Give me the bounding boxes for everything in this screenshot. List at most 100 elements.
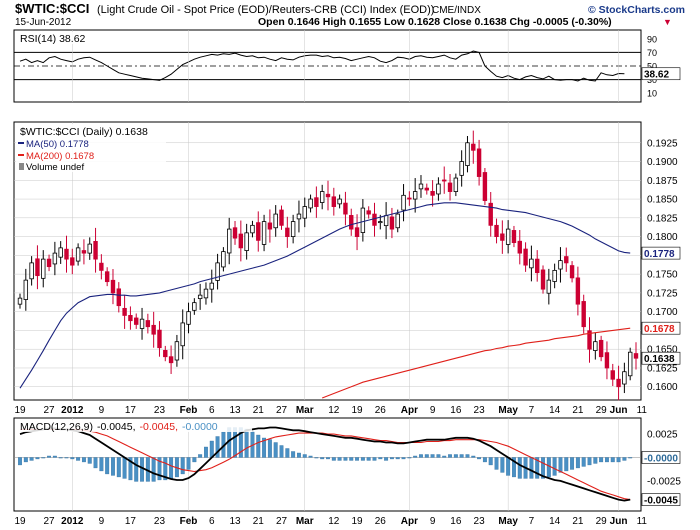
macd-hist-bar-49 [302, 454, 307, 458]
candle-body-55 [337, 198, 342, 205]
x-axis-layer: 19 27 2012 9 17 23 Feb 6 13 21 27 Mar 12 19 26 Apr 9 16 23… [14, 405, 647, 527]
x-tick-label-r1-11: Mar [296, 516, 314, 527]
candle-body-33 [209, 282, 214, 290]
rsi-series-line [19, 50, 625, 82]
price-tick-label-3: 0.1850 [647, 195, 678, 206]
x-tick-label-r1-20: 7 [529, 516, 535, 527]
x-tick-label-r0-7: 6 [209, 405, 215, 416]
x-tick-label-r1-14: 26 [375, 516, 387, 527]
macd-hist-bar-54 [331, 457, 336, 461]
candle-body-105 [627, 351, 633, 377]
ma50-legend-text: MA(50) 0.1778 [26, 139, 89, 150]
candle-body-98 [587, 330, 592, 350]
candle-body-67 [407, 197, 412, 200]
chart-description: (Light Crude Oil - Spot Price (EOD)/Reut… [97, 4, 434, 16]
macd-hist-bar-12 [87, 457, 92, 464]
x-tick-label-r1-5: 23 [154, 516, 166, 527]
ohlc-readout: Open 0.1646 High 0.1655 Low 0.1628 Close… [258, 16, 612, 28]
macd-tick-label-0: 0.0025 [647, 430, 678, 441]
x-tick-label-r1-4: 17 [125, 516, 137, 527]
x-tick-label-r1-24: Jun [610, 516, 628, 527]
macd-hist-bar-15 [105, 457, 110, 475]
macd-hist-bar-78 [471, 455, 476, 458]
candle-body-106 [633, 353, 639, 359]
candle-body-99 [593, 341, 598, 351]
macd-hist-bar-33 [209, 440, 214, 458]
x-tick-label-r0-22: 21 [572, 405, 584, 416]
candle-body-21 [139, 318, 145, 329]
macd-hist-bar-104 [622, 457, 627, 461]
macd-hist-bar-96 [575, 457, 580, 469]
price-tick-label-12: 0.1625 [647, 363, 678, 374]
x-tick-label-r0-3: 9 [99, 405, 105, 416]
macd-hist-bar-31 [198, 454, 203, 458]
macd-last-tag-bg [641, 493, 681, 506]
x-tick-label-r0-10: 27 [276, 405, 288, 416]
macd-hist-bar-81 [488, 457, 493, 466]
candle-body-100 [598, 339, 604, 358]
candle-body-61 [372, 213, 377, 226]
candle-body-101 [604, 352, 610, 369]
macd-hist-bar-91 [546, 457, 551, 478]
candle-body-46 [285, 227, 290, 238]
macd-hist-bar-20 [134, 457, 139, 482]
macd-hist-bar-9 [70, 457, 75, 460]
x-tick-label-r1-0: 19 [14, 516, 26, 527]
macd-legend-text: MACD(12,26,9) -0.0045, -0.0045, -0.0000 [20, 421, 218, 433]
candle-body-65 [395, 213, 400, 229]
candle-body-31 [197, 294, 203, 300]
macd-hist-bar-0 [18, 457, 22, 466]
x-tick-label-r0-0: 19 [14, 405, 26, 416]
candle-body-30 [192, 302, 197, 311]
x-tick-label-r1-25: 11 [637, 516, 648, 527]
rsi-tick-label-1: 70 [647, 48, 657, 58]
macd-legend-prefix: MACD(12,26,9) [20, 421, 93, 433]
macd-hist-bar-93 [558, 457, 563, 473]
macd-hist-bar-66 [401, 457, 406, 460]
macd-hist-bar-43 [267, 439, 272, 458]
candle-body-56 [343, 202, 348, 215]
candle-body-20 [134, 317, 139, 325]
macd-hist-bar-77 [465, 454, 470, 458]
candle-body-50 [308, 198, 313, 209]
macd-hist-bar-52 [320, 457, 325, 460]
x-tick-label-r1-9: 21 [253, 516, 265, 527]
macd-hist-bar-47 [291, 451, 296, 458]
macd-hist-bar-7 [58, 457, 63, 459]
price-tick-label-4: 0.1825 [647, 213, 678, 224]
macd-hist-bar-102 [610, 457, 615, 463]
x-tick-label-r1-8: 13 [229, 516, 241, 527]
candle-body-16 [110, 279, 116, 294]
macd-hist-bar-16 [111, 457, 115, 476]
ma200-line [321, 327, 631, 399]
macd-hist-bar-98 [587, 457, 592, 466]
macd-hist-bar-10 [76, 457, 81, 461]
candle-body-10 [75, 247, 81, 262]
macd-hist-bar-34 [215, 436, 220, 458]
candle-body-59 [360, 207, 366, 233]
x-tick-label-r1-23: 29 [596, 516, 608, 527]
candle-body-38 [238, 233, 244, 249]
candle-body-82 [494, 224, 499, 238]
macd-hist-bar-8 [64, 457, 69, 459]
macd-hist-bar-13 [93, 457, 98, 469]
candle-body-6 [52, 252, 58, 265]
candle-body-58 [354, 227, 360, 238]
candle-body-13 [93, 241, 98, 260]
chart-symbol: $WTIC:$CCI [15, 1, 89, 16]
macd-hist-bar-14 [99, 457, 104, 472]
macd-hist-bar-101 [604, 457, 609, 463]
candle-body-66 [401, 194, 406, 211]
rsi-last-tag-bg [641, 67, 681, 81]
candle-body-95 [569, 265, 575, 279]
macd-zero-tag-bg [641, 451, 681, 464]
candle-body-8 [64, 248, 69, 260]
macd-hist-bar-70 [424, 454, 429, 458]
candle-body-63 [383, 215, 389, 227]
macd-hist-bar-95 [570, 457, 575, 470]
candle-body-34 [215, 262, 220, 281]
macd-hist-bar-62 [378, 457, 383, 460]
candle-body-102 [610, 370, 615, 380]
chart-date: 15-Jun-2012 [15, 17, 72, 28]
macd-hist-bar-44 [273, 442, 278, 458]
